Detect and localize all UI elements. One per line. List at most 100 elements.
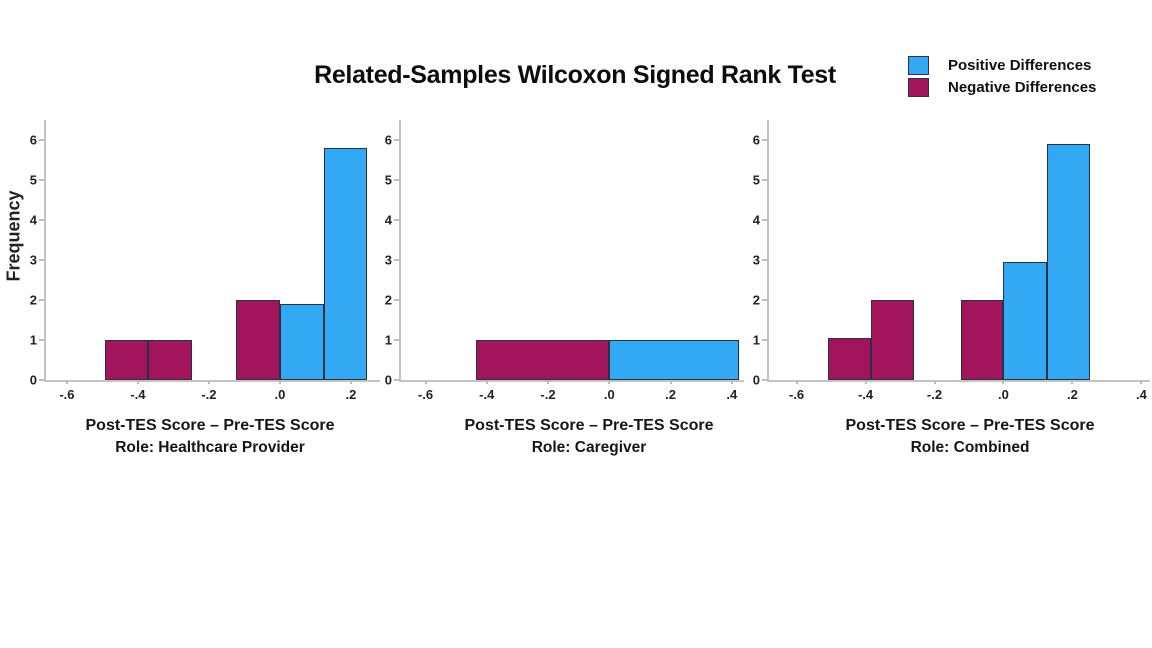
histogram-bar [323,148,367,380]
x-tick-mark [485,380,488,384]
x-tick-label: -.4 [479,387,495,402]
x-tick-mark [349,380,352,384]
x-tick-mark [547,380,549,384]
x-axis-label: Post-TES Score – Pre-TES Score [85,417,335,434]
x-tick-label: .2 [345,387,357,402]
x-tick-label: -.6 [788,387,805,402]
histogram-bar [279,304,324,380]
y-tick-label: 5 [752,172,760,188]
y-tick-label: 2 [752,292,760,308]
y-tick-label: 1 [384,332,392,348]
x-axis-label: Post-TES Score – Pre-TES Score [464,417,714,434]
x-tick-mark [136,380,139,384]
legend-label-negative: Negative Differences [948,78,1097,96]
x-tick-label: -.2 [926,387,943,402]
y-tick-mark [39,379,44,381]
y-tick-label: 2 [384,292,392,308]
x-tick-mark [1140,380,1143,384]
y-tick-label: 3 [29,252,37,268]
x-tick-label: .0 [998,387,1009,402]
histogram-caregiver: Post-TES Score – Pre-TES Score Role: Car… [385,120,744,456]
y-tick-mark [394,179,399,181]
panel-role-label: Role: Caregiver [531,439,647,456]
x-tick-label: .0 [603,387,615,402]
x-tick-mark [1071,380,1074,384]
y-tick-label: 5 [29,172,37,188]
y-tick-mark [39,139,44,141]
x-tick-mark [730,380,733,384]
y-tick-label: 4 [29,212,37,228]
panel-role-label: Role: Healthcare Provider [115,439,305,456]
y-tick-label: 2 [29,292,37,308]
histogram-bar [104,340,149,380]
y-tick-label: 6 [384,132,392,148]
x-tick-mark [424,380,427,384]
y-tick-mark [394,379,399,381]
histogram-bar [960,300,1004,380]
y-tick-mark [394,219,399,221]
x-tick-label: -.4 [130,387,146,402]
y-tick-mark [394,299,399,301]
x-tick-mark [933,380,936,384]
histogram-bar [236,300,280,380]
x-tick-label: -.6 [59,387,75,402]
x-tick-label: .2 [665,387,676,402]
x-tick-label: -.2 [201,387,217,402]
histogram-combined: Post-TES Score – Pre-TES Score Role: Com… [753,120,1150,456]
x-tick-mark [795,380,798,384]
histogram-bar [827,338,871,380]
x-tick-label: .0 [274,387,286,402]
legend-item-positive: Positive Differences [908,54,1096,76]
y-tick-mark [762,139,767,141]
y-tick-label: 0 [29,372,37,388]
x-tick-mark [207,380,210,384]
histogram-healthcare-provider: Post-TES Score – Pre-TES Score Role: Hea… [30,120,380,456]
positive-differences-swatch-icon [908,55,929,75]
histogram-bar [870,300,915,380]
figure-title: Related-Samples Wilcoxon Signed Rank Tes… [314,61,836,89]
x-tick-label: -.4 [857,387,874,402]
legend-label-positive: Positive Differences [948,56,1092,74]
y-tick-mark [762,259,767,261]
histogram-bar [609,340,739,380]
x-tick-mark [1002,380,1005,384]
x-axis-label: Post-TES Score – Pre-TES Score [845,417,1095,434]
histogram-bar [1003,262,1047,380]
panel-role-label: Role: Combined [910,439,1030,456]
y-tick-label: 6 [752,132,760,148]
y-tick-label: 6 [29,132,37,148]
y-tick-mark [762,339,767,341]
y-tick-mark [39,219,44,221]
x-tick-label: -.6 [417,387,434,402]
legend: Positive Differences Negative Difference… [908,54,1096,98]
y-axis-title-frequency: Frequency [3,190,24,282]
y-tick-label: 4 [752,212,760,228]
x-tick-mark [864,380,867,384]
y-tick-mark [762,299,767,301]
x-tick-label: .4 [1135,387,1147,402]
y-tick-mark [394,259,399,261]
y-tick-mark [762,379,767,381]
x-tick-mark [65,380,68,384]
histogram-bar [148,340,192,380]
y-tick-label: 3 [384,252,392,268]
y-tick-label: 0 [752,372,760,388]
y-tick-mark [39,179,44,181]
y-tick-label: 0 [384,372,392,388]
x-tick-mark [278,380,281,384]
y-tick-label: 1 [29,332,37,348]
histogram-bar [1046,144,1091,380]
y-tick-label: 5 [384,172,392,188]
x-tick-label: -.2 [540,387,556,402]
y-tick-mark [762,179,767,181]
x-tick-mark [669,380,672,384]
negative-differences-swatch-icon [908,77,929,97]
x-tick-label: .2 [1066,387,1078,402]
y-tick-mark [762,219,767,221]
y-tick-label: 3 [752,252,760,268]
y-tick-label: 1 [752,332,760,348]
histogram-bar [476,340,610,380]
y-tick-mark [39,299,44,301]
x-tick-label: .4 [726,387,738,402]
